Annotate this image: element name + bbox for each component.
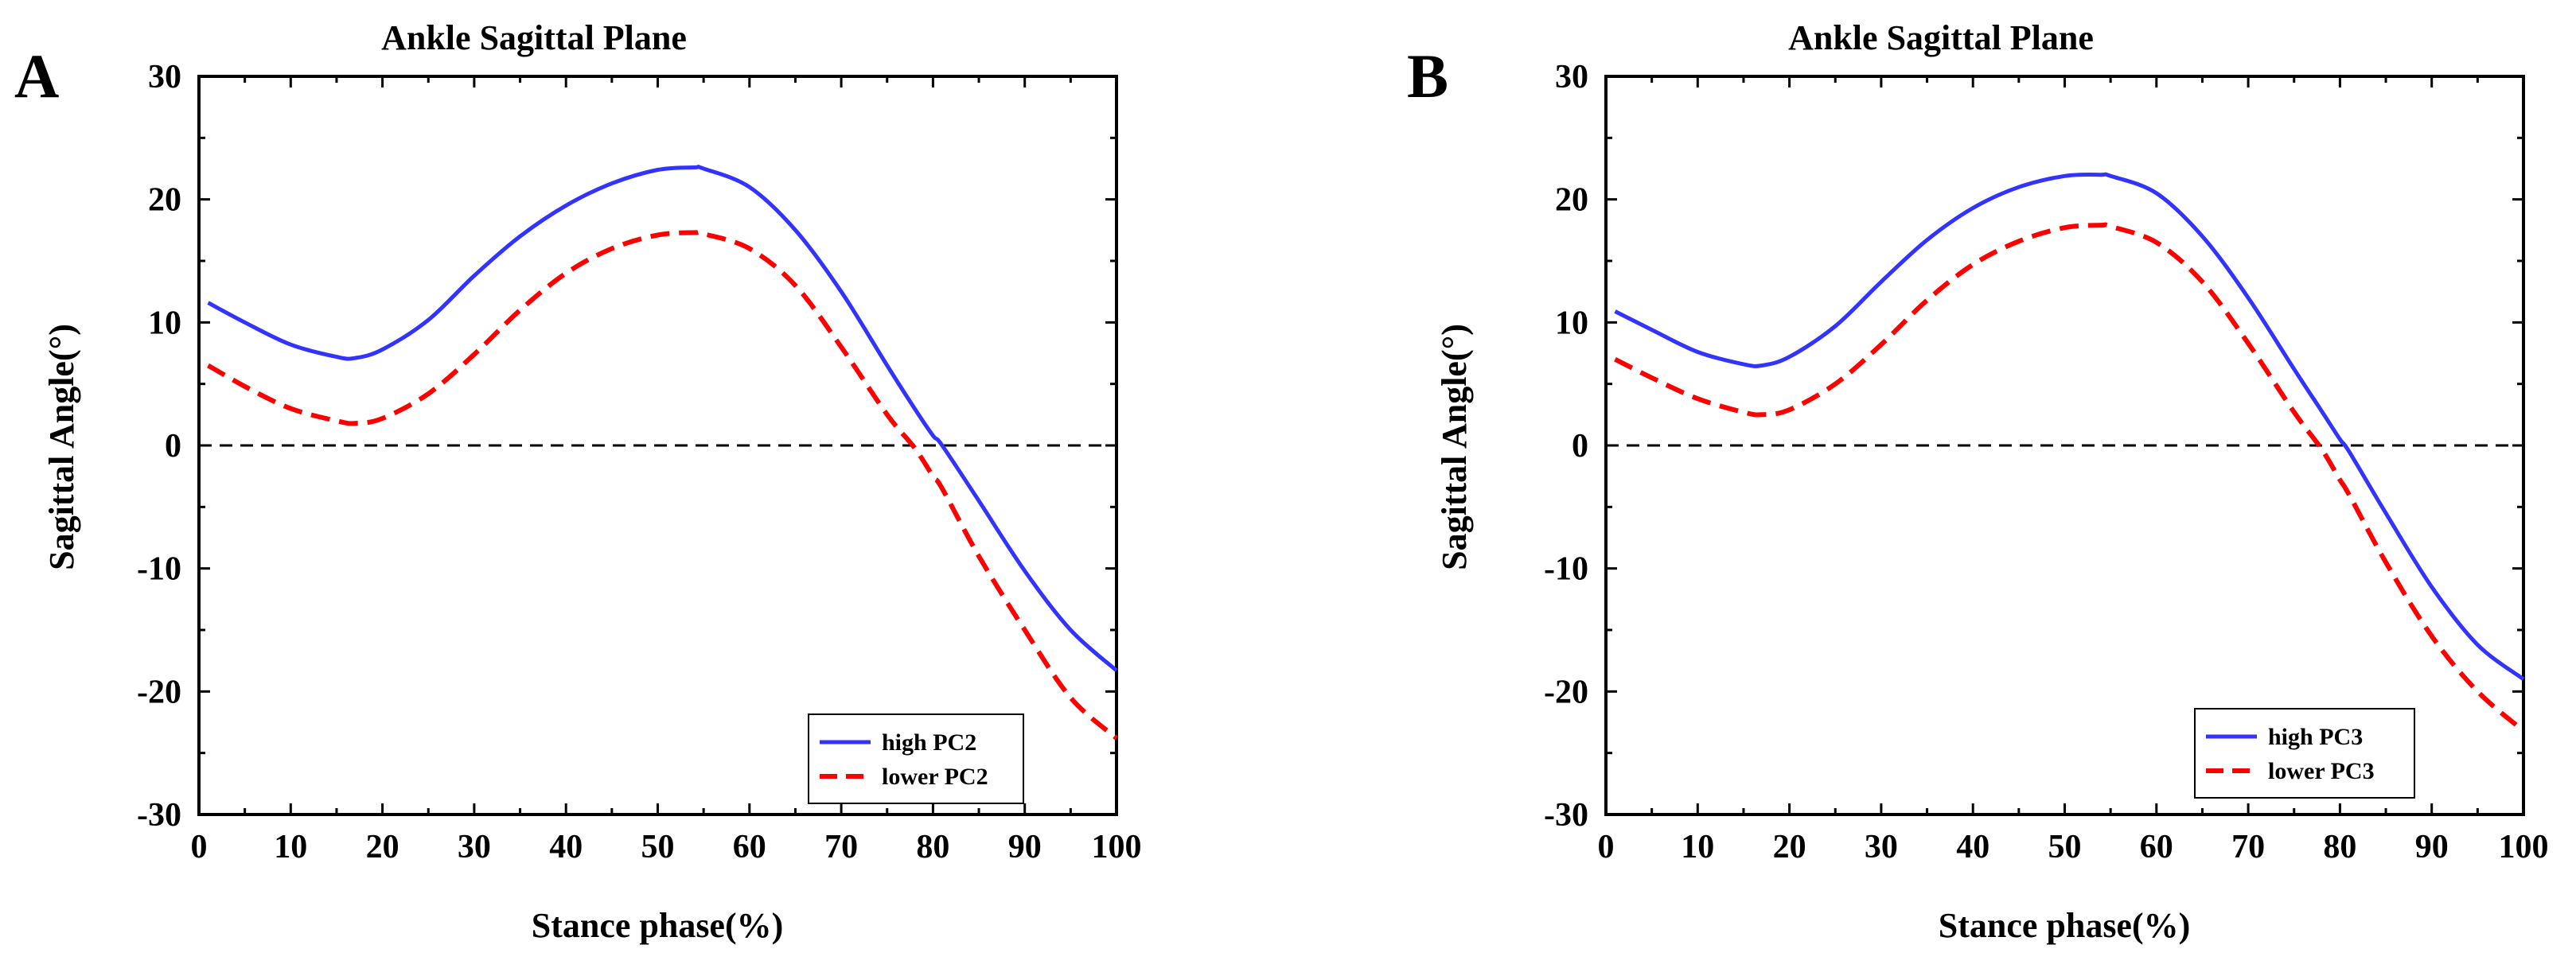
- x-tick-label: 70: [824, 829, 858, 865]
- x-tick-label: 20: [1773, 829, 1806, 865]
- x-tick-labels: 0 10 20 30 40 50 60 70 80 90 100: [191, 829, 1142, 865]
- legend-box: [2194, 708, 2415, 799]
- chart-title: Ankle Sagittal Plane: [381, 18, 687, 57]
- x-tick-label: 70: [2231, 829, 2265, 865]
- y-tick-label: -20: [137, 674, 181, 710]
- y-tick-label: 10: [1555, 305, 1588, 341]
- x-tick-label: 50: [641, 829, 675, 865]
- chart-title: Ankle Sagittal Plane: [1788, 18, 2094, 57]
- chart-panel-a: A Ankle Sagittal Plane Sagittal Angle(°)…: [14, 18, 1142, 945]
- x-tick-label: 80: [916, 829, 949, 865]
- y-tick-labels: -30 -20 -10 0 10 20 30: [137, 59, 181, 834]
- legend-box: [808, 713, 1024, 804]
- panel-letter: A: [14, 41, 59, 111]
- x-tick-label: 60: [2140, 829, 2173, 865]
- x-tick-label: 30: [458, 829, 491, 865]
- legend-label-high: high PC3: [2268, 724, 2363, 750]
- panel-letter: B: [1407, 41, 1448, 111]
- y-tick-labels: -30 -20 -10 0 10 20 30: [1544, 59, 1588, 834]
- x-tick-label: 60: [733, 829, 766, 865]
- x-tick-label: 40: [1956, 829, 1989, 865]
- series-line-high: [207, 165, 1118, 672]
- y-tick-label: 0: [1572, 428, 1588, 465]
- x-tick-label: 50: [2048, 829, 2082, 865]
- x-tick-label: 10: [274, 829, 307, 865]
- series-line-lower: [1614, 222, 2525, 733]
- y-tick-label: 10: [148, 305, 181, 341]
- x-axis-label: Stance phase(%): [532, 906, 784, 945]
- x-tick-label: 100: [2499, 829, 2549, 865]
- x-tick-label: 10: [1681, 829, 1714, 865]
- x-tick-label: 100: [1092, 829, 1142, 865]
- y-tick-label: 0: [165, 428, 181, 465]
- legend: high PC3 lower PC3: [2194, 708, 2415, 799]
- legend-label-high: high PC2: [882, 729, 976, 756]
- series-lines: [1614, 172, 2525, 733]
- x-tick-label: 90: [2415, 829, 2449, 865]
- x-tick-label: 40: [549, 829, 583, 865]
- series-lines: [207, 165, 1118, 741]
- x-tick-label: 0: [1598, 829, 1615, 865]
- y-tick-label: 30: [1555, 59, 1588, 95]
- x-axis-label: Stance phase(%): [1939, 906, 2191, 945]
- y-tick-label: -10: [137, 551, 181, 588]
- y-tick-label: -30: [137, 797, 181, 834]
- x-tick-labels: 0 10 20 30 40 50 60 70 80 90 100: [1598, 829, 2549, 865]
- y-axis-label: Sagittal Angle(°): [42, 324, 81, 570]
- y-tick-label: 20: [148, 182, 181, 219]
- legend-label-lower: lower PC3: [2268, 758, 2375, 784]
- tick-marks: [1604, 75, 2525, 816]
- y-axis-label: Sagittal Angle(°): [1435, 324, 1474, 570]
- y-tick-label: 30: [148, 59, 181, 95]
- y-tick-label: 20: [1555, 182, 1588, 219]
- y-tick-label: -30: [1544, 797, 1588, 834]
- legend: high PC2 lower PC2: [808, 713, 1024, 804]
- chart-panel-b: B Ankle Sagittal Plane Sagittal Angle(°)…: [1407, 18, 2549, 945]
- x-tick-label: 30: [1865, 829, 1898, 865]
- y-tick-label: -10: [1544, 551, 1588, 588]
- x-tick-label: 90: [1008, 829, 1042, 865]
- x-tick-label: 80: [2323, 829, 2356, 865]
- legend-label-lower: lower PC2: [882, 764, 988, 790]
- series-line-high: [1614, 172, 2525, 681]
- x-tick-label: 20: [366, 829, 399, 865]
- tick-marks: [197, 75, 1118, 816]
- y-tick-label: -20: [1544, 674, 1588, 710]
- x-tick-label: 0: [191, 829, 208, 865]
- series-line-lower: [207, 229, 1118, 741]
